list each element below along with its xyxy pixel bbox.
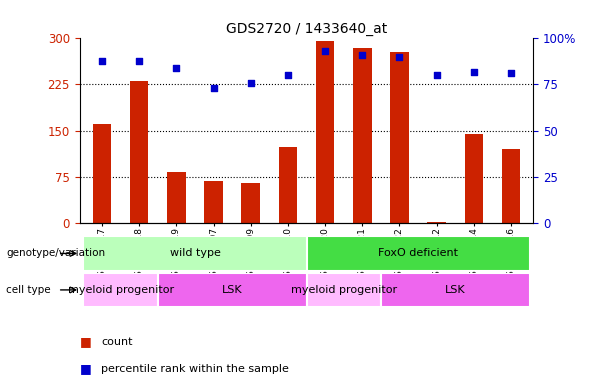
Bar — [306, 236, 530, 271]
Text: LSK: LSK — [445, 285, 465, 295]
Bar — [465, 134, 483, 223]
Bar — [83, 273, 158, 307]
Text: FoxO deficient: FoxO deficient — [378, 248, 458, 258]
Text: count: count — [101, 337, 132, 347]
Text: myeloid progenitor: myeloid progenitor — [67, 285, 173, 295]
Point — [506, 70, 516, 76]
Bar — [501, 149, 520, 223]
Bar — [93, 124, 112, 223]
Bar — [130, 81, 148, 223]
Point — [432, 72, 441, 78]
Bar — [316, 41, 334, 223]
Bar — [204, 181, 223, 223]
Point — [134, 58, 144, 64]
Text: genotype/variation: genotype/variation — [6, 248, 105, 258]
Point — [172, 65, 181, 71]
Point — [320, 48, 330, 55]
Point — [97, 58, 107, 64]
Point — [395, 54, 405, 60]
Text: ■: ■ — [80, 335, 91, 348]
Point — [469, 68, 479, 74]
Text: myeloid progenitor: myeloid progenitor — [291, 285, 397, 295]
Point — [283, 72, 293, 78]
Title: GDS2720 / 1433640_at: GDS2720 / 1433640_at — [226, 22, 387, 36]
Bar — [158, 273, 306, 307]
Bar — [306, 273, 381, 307]
Bar — [427, 222, 446, 223]
Point — [246, 79, 256, 86]
Text: wild type: wild type — [170, 248, 221, 258]
Point — [357, 52, 367, 58]
Bar — [381, 273, 530, 307]
Bar — [83, 236, 306, 271]
Text: cell type: cell type — [6, 285, 51, 295]
Bar — [279, 147, 297, 223]
Text: LSK: LSK — [222, 285, 243, 295]
Text: ■: ■ — [80, 362, 91, 375]
Bar — [353, 48, 371, 223]
Bar — [167, 172, 186, 223]
Text: percentile rank within the sample: percentile rank within the sample — [101, 364, 289, 374]
Bar — [390, 52, 409, 223]
Bar — [242, 183, 260, 223]
Point — [208, 85, 218, 91]
